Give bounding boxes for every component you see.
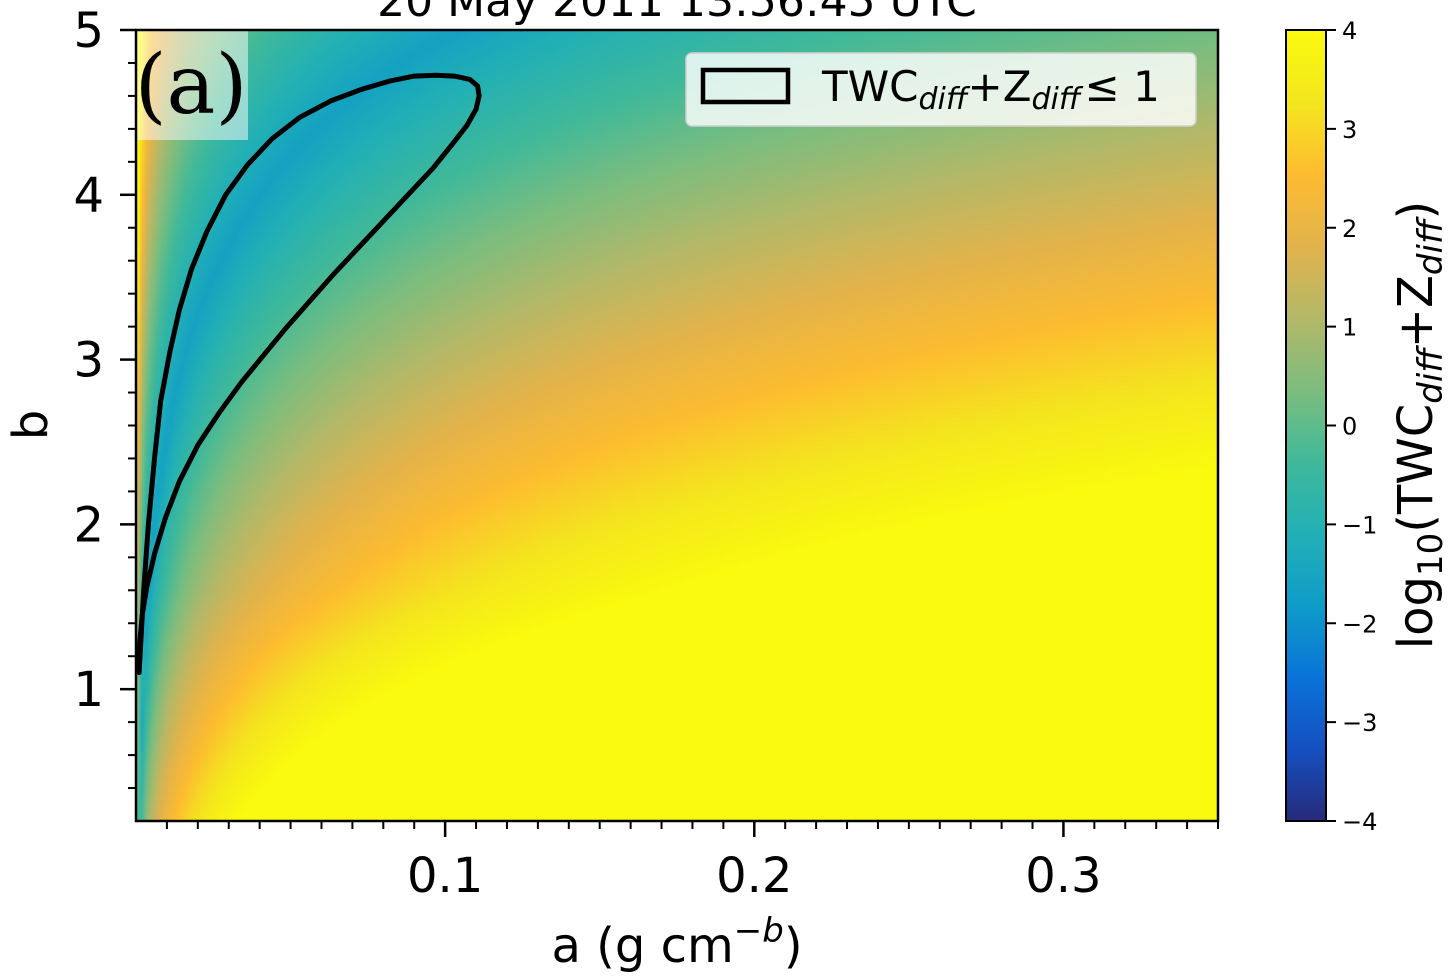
legend-label: TWCdiff+Zdiff≤ 1 bbox=[821, 62, 1160, 117]
contour-layer bbox=[136, 72, 482, 676]
x-axis-title: a (g cm−b) bbox=[551, 911, 802, 974]
x-tick-label: 0.1 bbox=[407, 848, 483, 904]
colorbar-tick-label: 3 bbox=[1342, 116, 1357, 144]
y-axis-title: b bbox=[3, 410, 59, 440]
y-tick-label: 1 bbox=[73, 662, 104, 718]
colorbar-tick-label: 2 bbox=[1342, 215, 1357, 243]
panel-label: (a) bbox=[135, 38, 248, 133]
colorbar-tick-label: 4 bbox=[1342, 17, 1357, 45]
x-tick-label: 0.2 bbox=[716, 848, 792, 904]
y-tick-label: 2 bbox=[73, 497, 104, 553]
colorbar-tick-label: −2 bbox=[1342, 610, 1377, 638]
x-axis-ticks: 0.1 0.2 0.3 bbox=[165, 821, 1219, 904]
colorbar-tick-label: 0 bbox=[1342, 413, 1357, 441]
colorbar-tick-label: −3 bbox=[1342, 709, 1377, 737]
colorbar-tick-label: 1 bbox=[1342, 314, 1357, 342]
panel-label-box: (a) bbox=[135, 30, 248, 140]
legend-frame bbox=[685, 52, 1197, 127]
colorbar-title: log10(TWCdiff+Zdiff) bbox=[1388, 201, 1451, 649]
y-tick-label: 5 bbox=[73, 3, 104, 59]
y-tick-label: 3 bbox=[73, 333, 104, 389]
colorbar-ticks: 4 3 2 1 0 −1 −2 −3 −4 bbox=[1326, 17, 1377, 836]
legend-swatch bbox=[700, 67, 791, 105]
chart-title: 20 May 2011 13:56:45 UTC bbox=[377, 0, 977, 27]
colorbar bbox=[1285, 29, 1327, 822]
x-tick-label: 0.3 bbox=[1025, 848, 1101, 904]
colorbar-tick-label: −1 bbox=[1342, 511, 1377, 539]
y-tick-label: 4 bbox=[73, 168, 104, 224]
colorbar-tick-label: −4 bbox=[1342, 808, 1377, 836]
legend: TWCdiff+Zdiff≤ 1 bbox=[685, 52, 1197, 127]
y-axis-ticks: 1 2 3 4 5 bbox=[73, 3, 136, 790]
heatmap-field bbox=[136, 30, 1218, 821]
contour-line bbox=[136, 72, 482, 676]
